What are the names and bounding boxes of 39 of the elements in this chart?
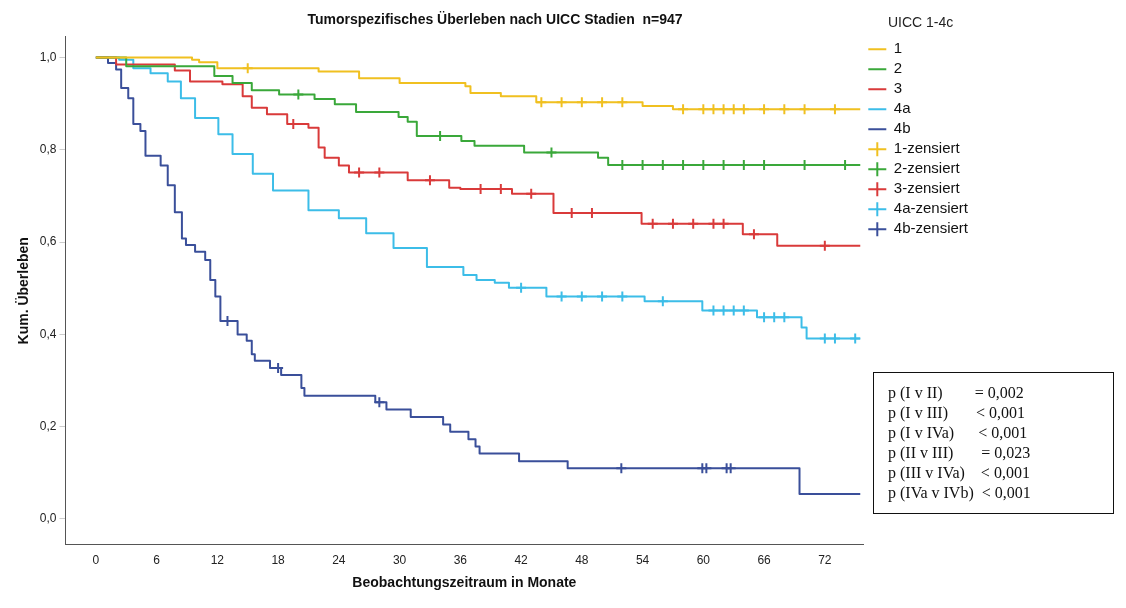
legend-label: 1-zensiert — [893, 139, 961, 157]
legend-label: 2-zensiert — [893, 159, 961, 177]
text: p (I v IVa) < 0,001 — [888, 423, 1029, 443]
x-tick-label: 30 — [392, 553, 407, 568]
text: p (III v IVa) < 0,001 — [888, 463, 1031, 483]
x-tick-label: 48 — [575, 553, 589, 568]
chart-title: Tumorspezifisches Überleben nach UICC Stadien n=947 — [307, 11, 683, 28]
y-axis-title: Kum. Überleben — [15, 237, 32, 345]
legend-label: 3 — [893, 79, 903, 97]
x-tick-label: 72 — [818, 553, 832, 568]
y-tick-label: 0,4 — [39, 326, 57, 341]
legend-title: UICC 1-4c — [887, 13, 954, 30]
legend-label: 4b — [893, 119, 911, 137]
y-tick-label: 0,6 — [39, 234, 57, 249]
x-tick-label: 18 — [271, 553, 286, 568]
x-axis-title: Beobachtungszeitraum in Monate — [352, 574, 577, 591]
legend-label: 4b-zensiert — [893, 219, 969, 237]
y-tick-label: 0,2 — [39, 418, 57, 433]
legend-label: 2 — [893, 59, 903, 77]
legend-label: 4a-zensiert — [893, 199, 969, 217]
x-tick-label: 12 — [210, 553, 225, 568]
text: p (IVa v IVb) < 0,001 — [888, 483, 1032, 503]
y-tick-label: 0,0 — [39, 511, 57, 526]
x-tick-label: 24 — [332, 553, 346, 568]
y-tick-label: 1,0 — [39, 49, 57, 64]
y-tick-label: 0,8 — [39, 142, 57, 157]
x-tick-label: 0 — [92, 553, 100, 568]
legend-label: 4a — [893, 99, 912, 117]
x-tick-label: 60 — [696, 553, 711, 568]
text: p (I v II) = 0,002 — [888, 383, 1025, 403]
x-tick-label: 54 — [635, 553, 650, 568]
x-tick-label: 36 — [453, 553, 468, 568]
text: p (II v III) = 0,023 — [888, 443, 1032, 463]
legend-label: 3-zensiert — [893, 179, 961, 197]
x-tick-label: 6 — [153, 553, 161, 568]
text: p (I v III) < 0,001 — [888, 403, 1026, 423]
x-tick-label: 66 — [757, 553, 772, 568]
legend-label: 1 — [893, 39, 903, 57]
x-tick-label: 42 — [514, 553, 529, 568]
